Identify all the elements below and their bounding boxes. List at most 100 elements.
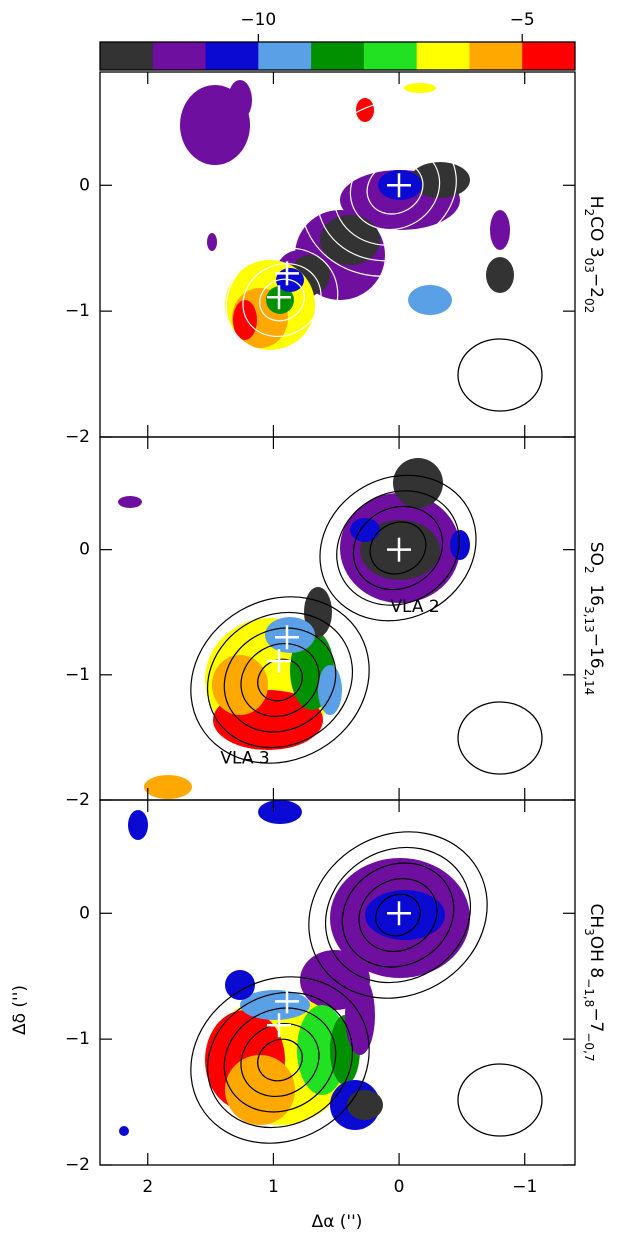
- emission-region: [258, 800, 302, 824]
- contour: [333, 130, 457, 246]
- source-annotation: VLA 3: [220, 749, 269, 769]
- x-tick-label: 2: [142, 1177, 153, 1197]
- emission-region: [212, 655, 268, 715]
- emission-region: [128, 810, 148, 840]
- panel-label-text: H: [586, 196, 606, 209]
- emission-region: [240, 990, 310, 1020]
- emission-region: [318, 665, 342, 715]
- emission-region: [233, 300, 257, 340]
- x-axis-label: Δα (''): [312, 1212, 363, 1232]
- panel-label-subscript: 03: [583, 258, 597, 273]
- emission-region: [118, 496, 142, 508]
- source-annotation: VLA 2: [390, 597, 439, 617]
- contour: [358, 878, 438, 952]
- emission-region: [207, 233, 217, 251]
- emission-region: [347, 1090, 383, 1120]
- colorbar-segment: [100, 42, 154, 70]
- emission-region: [265, 617, 315, 653]
- emission-region: [320, 215, 380, 265]
- y-tick-label: −1: [65, 665, 90, 685]
- beam: [457, 701, 543, 775]
- colorbar-segment: [258, 42, 312, 70]
- panel-label: CH3OH 8−1,8−7−0,7: [583, 903, 607, 1061]
- panel-label: H2CO 303−202: [583, 196, 607, 314]
- emission-region: [350, 518, 380, 542]
- y-tick-label: −2: [65, 427, 90, 447]
- beam: [457, 1063, 543, 1137]
- contour: [352, 505, 444, 591]
- panel-map: [119, 800, 543, 1144]
- panel-label-text: OH 8: [586, 936, 606, 978]
- colorbar-tick-label: −10: [240, 10, 276, 30]
- emission-region: [225, 970, 255, 1000]
- contour: [366, 161, 424, 215]
- panel-label-text: −2: [586, 273, 606, 298]
- contour: [223, 627, 337, 733]
- x-tick-label: −1: [512, 1177, 537, 1197]
- contour: [206, 991, 354, 1129]
- contour: [190, 976, 370, 1144]
- contour: [206, 611, 354, 749]
- emission-region: [225, 1055, 295, 1125]
- x-tick-label: 0: [394, 1177, 405, 1197]
- y-axis-label: Δδ (''): [10, 985, 30, 1035]
- colorbar-segment: [152, 42, 207, 70]
- contour: [242, 263, 322, 337]
- panel-label-text: CO 3: [586, 216, 606, 257]
- colorbar-segment: [311, 42, 365, 70]
- panel-frame: [99, 436, 576, 801]
- colorbar-tick-label: −5: [510, 10, 535, 30]
- x-tick-label: 1: [268, 1177, 279, 1197]
- contour: [319, 474, 477, 622]
- panel-label-subscript: 2: [583, 566, 597, 574]
- y-tick-label: −1: [65, 301, 90, 321]
- panel-label: SO2 163,13−162,14: [583, 542, 607, 696]
- contour: [375, 893, 421, 937]
- contour: [308, 831, 488, 999]
- emission-region: [490, 210, 510, 250]
- emission-region: [144, 775, 192, 799]
- contour: [190, 596, 370, 764]
- y-tick-label: 0: [79, 903, 90, 923]
- panel-label-subscript: 3: [583, 928, 597, 936]
- emission-region: [228, 80, 252, 120]
- contour: [336, 490, 460, 606]
- contour: [240, 643, 320, 717]
- contour: [240, 1023, 320, 1097]
- contour: [324, 846, 472, 984]
- y-tick-label: −1: [65, 1029, 90, 1049]
- emission-region: [486, 257, 514, 293]
- emission-region: [404, 83, 436, 93]
- contour: [369, 521, 427, 575]
- panel-label-subscript: 2: [583, 209, 597, 217]
- emission-region: [450, 530, 470, 560]
- y-tick-label: 0: [79, 540, 90, 560]
- emission-region: [356, 98, 374, 122]
- colorbar-segment: [416, 42, 470, 70]
- colorbar-frame: [99, 41, 576, 71]
- contour: [257, 1038, 303, 1082]
- contour: [257, 658, 303, 702]
- panel-label-subscript: 02: [583, 298, 597, 313]
- emission-region: [408, 285, 452, 315]
- y-tick-label: −2: [65, 1155, 90, 1175]
- y-tick-label: 0: [79, 175, 90, 195]
- contour: [223, 1007, 337, 1113]
- panel-label-subscript: 2,14: [583, 669, 597, 696]
- emission-region: [119, 1126, 129, 1136]
- colorbar-segment: [469, 42, 523, 70]
- panel-label-text: 16: [586, 574, 606, 606]
- colorbar-segment: [205, 42, 259, 70]
- contour: [225, 247, 339, 353]
- panel-label-text: CH: [586, 903, 606, 928]
- emission-region: [393, 458, 443, 508]
- contour: [316, 114, 474, 262]
- colorbar-segment: [363, 42, 418, 70]
- panel-map: [180, 80, 543, 412]
- contour: [259, 278, 305, 322]
- panel-frame: [99, 799, 576, 1166]
- panel-label-text: −7: [586, 1007, 606, 1032]
- panel-label-subscript: −0,7: [583, 1032, 597, 1061]
- contour: [299, 99, 491, 277]
